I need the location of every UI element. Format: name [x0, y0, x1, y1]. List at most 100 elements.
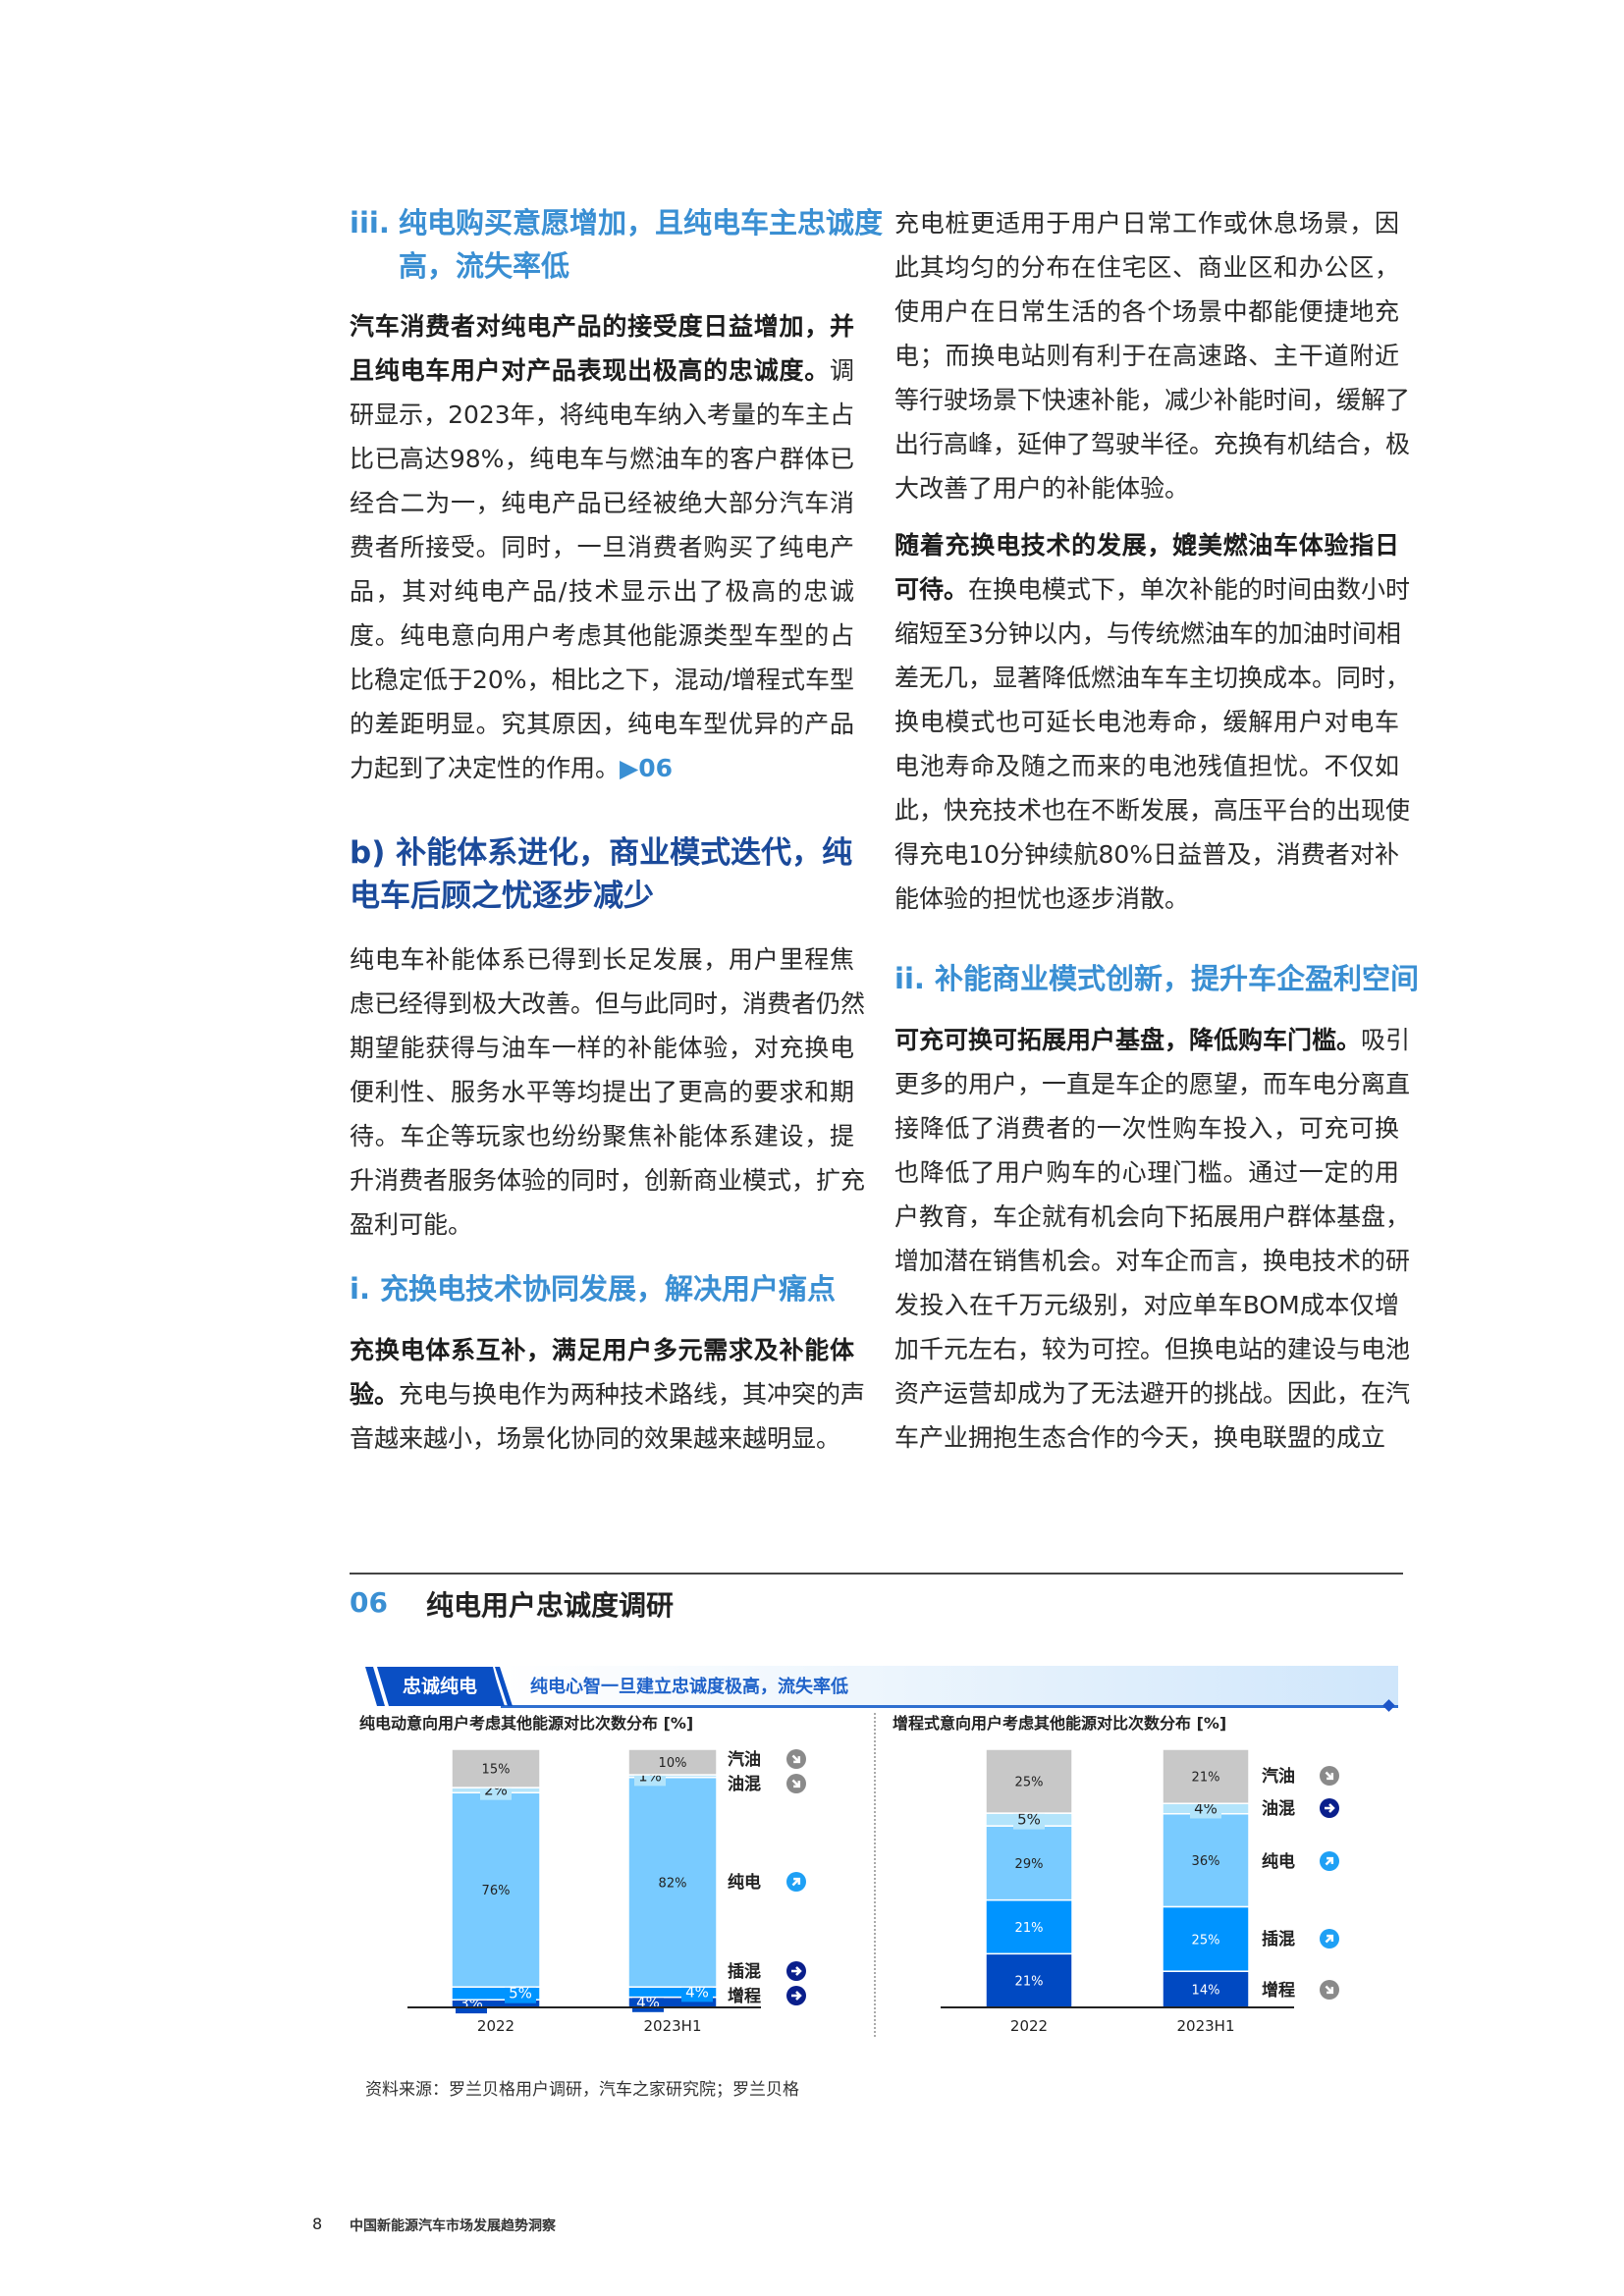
bar-segment: [451, 1748, 541, 1789]
bar-segment: [985, 1748, 1073, 1814]
text: 调: [829, 356, 854, 385]
figure-title: 纯电用户忠诚度调研: [426, 1589, 675, 1622]
data-label: 5%: [509, 1985, 532, 2002]
bold-lead: 随着充换电技术的发展，媲美燃油车体验指日: [894, 531, 1399, 560]
text-line: 出行高峰，延伸了驾驶半径。充换有机结合，极: [894, 422, 1410, 466]
text-line: 期望能获得与油车一样的补能体验，对充换电: [350, 1026, 854, 1070]
text: 吸引: [1361, 1026, 1411, 1054]
text-line: 发投入在千万元级别，对应单车BOM成本仅增: [894, 1283, 1399, 1327]
text-line: 品，其对纯电产品/技术显示出了极高的忠诚: [350, 569, 854, 614]
bar-segment: [1162, 1970, 1250, 2008]
text-line: 虑已经得到极大改善。但与此同时，消费者仍然: [350, 982, 865, 1026]
text: 更多的用户，一直是车企的愿望，而车电分离直: [894, 1070, 1411, 1098]
heading-iii: iii. 纯电购买意愿增加，且纯电车主忠诚度 高，流失率低: [350, 201, 883, 290]
text: 户教育，车企就有机会向下拓展用户群体基盘，: [894, 1202, 1411, 1231]
text-line: 度。纯电意向用户考虑其他能源类型车型的占: [350, 614, 854, 658]
text: 此，快充技术也在不断发展，高压平台的出现使: [894, 796, 1411, 825]
bold-lead: 充换电体系互补，满足用户多元需求及补能体: [350, 1336, 854, 1364]
text-line: 加千元左右，较为可控。但换电站的建设与电池: [894, 1327, 1410, 1371]
text: 经合二为一，纯电产品已经被绝大部分汽车消: [350, 489, 854, 517]
data-label: 25%: [1015, 1776, 1044, 1790]
text-line: 换电模式也可延长电池寿命，缓解用户对电车: [894, 700, 1399, 744]
legend-label: 油混: [1262, 1798, 1295, 1819]
text: 度。纯电意向用户考虑其他能源类型车型的占: [350, 621, 854, 650]
data-label: 21%: [1015, 1975, 1044, 1990]
text-line: 得充电10分钟续航80%日益普及，消费者对补: [894, 832, 1399, 877]
bar-segment: [1162, 1905, 1250, 1972]
bold-lead: 且纯电车用户对产品表现出极高的忠诚度。: [350, 356, 830, 385]
text-line: 的差距明显。究其原因，纯电车型优异的产品: [350, 702, 854, 746]
category-label: 2023H1: [644, 2017, 702, 2035]
text-line: 音越来越小，场景化协同的效果越来越明显。: [350, 1416, 854, 1461]
text-line: 电；而换电站则有利于在高速路、主干道附近: [894, 334, 1399, 378]
text: 接降低了消费者的一次性购车投入，可充可换: [894, 1114, 1399, 1143]
legend-label: 纯电: [728, 1872, 761, 1893]
arrow-right-navy-icon-glyph: [1325, 1803, 1335, 1813]
figure-reference-link[interactable]: ▶06: [620, 754, 674, 782]
text: 便利性、服务水平等均提出了更高的要求和期: [350, 1078, 854, 1106]
text-line: 汽车消费者对纯电产品的接受度日益增加，并: [350, 304, 854, 348]
data-label: 25%: [1192, 1933, 1220, 1948]
text-line: 升消费者服务体验的同时，创新商业模式，扩充: [350, 1158, 865, 1202]
text-line: 待。车企等玩家也纷纷聚焦补能体系建设，提: [350, 1114, 854, 1158]
text-line: 也降低了用户购车的心理门槛。通过一定的用: [894, 1150, 1399, 1195]
text-line: 比已高达98%，纯电车与燃油车的客户群体已: [350, 437, 854, 481]
category-label: 2023H1: [1177, 2017, 1235, 2035]
heading-ii: ii. 补能商业模式创新，提升车企盈利空间: [894, 962, 1419, 995]
data-label: 29%: [1015, 1857, 1044, 1872]
arrow-up-right-blue-icon-glyph: [791, 1877, 801, 1887]
text-line: 经合二为一，纯电产品已经被绝大部分汽车消: [350, 481, 854, 525]
heading-text-1: 纯电购买意愿增加，且纯电车主忠诚度: [399, 206, 884, 240]
data-label: 21%: [1192, 1771, 1220, 1786]
arrow-right-navy-icon-glyph: [791, 1966, 802, 1976]
legend-label: 增程: [1262, 1980, 1295, 2001]
arrow-down-right-gray-icon-glyph: [1325, 1985, 1334, 1995]
text-line: 研显示，2023年，将纯电车纳入考量的车主占: [350, 393, 854, 437]
text: 缩短至3分钟以内，与传统燃油车的加油时间相: [894, 619, 1401, 648]
text: 在换电模式下，单次补能的时间由数小时: [968, 575, 1411, 604]
data-label: 21%: [1015, 1921, 1044, 1936]
text-line: 充电桩更适用于用户日常工作或休息场景，因: [894, 201, 1399, 245]
text: 大改善了用户的补能体验。: [894, 474, 1190, 503]
text-line: 验。充电与换电作为两种技术路线，其冲突的声: [350, 1372, 865, 1416]
data-label: 14%: [1192, 1984, 1220, 1999]
text: 车产业拥抱生态合作的今天，换电联盟的成立: [894, 1423, 1386, 1452]
category-label: 2022: [1010, 2017, 1048, 2035]
text-line: 户教育，车企就有机会向下拓展用户群体基盘，: [894, 1195, 1410, 1239]
banner-background: [501, 1666, 1398, 1708]
legend-label: 插混: [1262, 1929, 1295, 1949]
text: 出行高峰，延伸了驾驶半径。充换有机结合，极: [894, 430, 1411, 458]
text-line: 力起到了决定性的作用。▶06: [350, 746, 854, 790]
text-line: 差无几，显著降低燃油车车主切换成本。同时，: [894, 656, 1410, 700]
chart-title-right: 增程式意向用户考虑其他能源对比次数分布 [%]: [893, 1714, 1227, 1733]
heading-number: iii.: [350, 206, 390, 240]
text-line: 且纯电车用户对产品表现出极高的忠诚度。调: [350, 348, 854, 393]
text: 的差距明显。究其原因，纯电车型优异的产品: [350, 710, 854, 738]
text: 此其均匀的分布在住宅区、商业区和办公区，: [894, 253, 1399, 282]
text: 升消费者服务体验的同时，创新商业模式，扩充: [350, 1166, 866, 1195]
bar-segment: [985, 1898, 1073, 1955]
legend-label: 插混: [728, 1961, 761, 1982]
text: 电池寿命及随之而来的电池残值担忧。不仅如: [894, 752, 1399, 780]
figure-number: 06: [350, 1586, 388, 1619]
text: 能体验的担忧也逐步消散。: [894, 884, 1190, 913]
text-line: 便利性、服务水平等均提出了更高的要求和期: [350, 1070, 854, 1114]
legend-label: 汽油: [1262, 1766, 1295, 1787]
category-label: 2022: [477, 2017, 514, 2035]
chart-title-left: 纯电动意向用户考虑其他能源对比次数分布 [%]: [359, 1714, 694, 1733]
banner-tag: 忠诚纯电: [403, 1676, 478, 1697]
heading-b-line2: 电车后顾之忧逐步减少: [350, 879, 654, 914]
bold-lead: 验。: [350, 1380, 400, 1409]
banner-tag-shape: [365, 1667, 513, 1706]
text: 音越来越小，场景化协同的效果越来越明显。: [350, 1424, 841, 1453]
bar-segment: [627, 1748, 718, 1776]
bar-segment: [1162, 1748, 1250, 1804]
text-line: 接降低了消费者的一次性购车投入，可充可换: [894, 1106, 1399, 1150]
bar-segment: [451, 1791, 541, 1988]
arrow-down-right-gray-icon-glyph: [791, 1779, 801, 1789]
text: 盈利可能。: [350, 1210, 473, 1239]
bold-lead: 可充可换可拓展用户基盘，降低购车门槛。: [894, 1026, 1362, 1054]
data-label: 76%: [482, 1884, 511, 1898]
text: 比稳定低于20%，相比之下，混动/增程式车型: [350, 666, 854, 694]
bar-segment: [1162, 1813, 1250, 1908]
